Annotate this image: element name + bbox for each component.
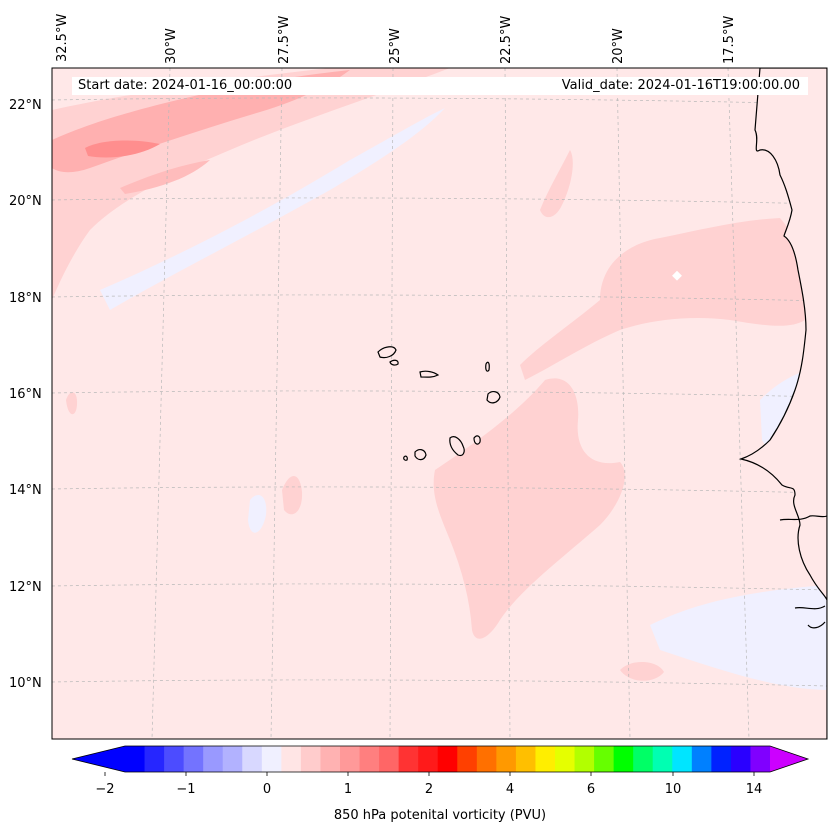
graticule bbox=[52, 68, 827, 739]
colorbar-segment bbox=[574, 746, 595, 772]
colorbar-segment bbox=[535, 746, 556, 772]
colorbar-segment bbox=[730, 746, 751, 772]
colorbar-extend-under bbox=[72, 746, 125, 772]
colorbar-segment bbox=[125, 746, 146, 772]
island-fogo bbox=[414, 449, 427, 461]
pv-patch-south bbox=[620, 661, 664, 681]
colorbar-segment bbox=[379, 746, 400, 772]
start-date-text: Start date: 2024-01-16_00:00:00 bbox=[78, 78, 293, 93]
pv-patch-mid bbox=[282, 475, 303, 515]
colorbar-segment bbox=[281, 746, 302, 772]
map-fields bbox=[52, 68, 827, 739]
map-frame bbox=[51, 67, 828, 740]
pv-patch-west bbox=[66, 392, 78, 415]
lat-label-14n: 14°N bbox=[9, 483, 42, 498]
coast-detail-senegal bbox=[779, 515, 827, 629]
colorbar-tick-label: 10 bbox=[664, 782, 682, 797]
island-sao-nicolau bbox=[419, 370, 440, 378]
colorbar-tick-label: 14 bbox=[745, 782, 763, 797]
colorbar-segment bbox=[476, 746, 497, 772]
colorbar-segment bbox=[418, 746, 439, 772]
colorbar-segment bbox=[320, 746, 341, 772]
colorbar-segment bbox=[398, 746, 419, 772]
colorbar-extend-over bbox=[770, 746, 808, 772]
island-brava bbox=[403, 455, 408, 461]
island-santiago bbox=[449, 436, 465, 457]
colorbar-segment bbox=[203, 746, 224, 772]
meridian-20w bbox=[616, 68, 631, 739]
parallel-14n bbox=[52, 486, 827, 494]
colorbar-segment bbox=[691, 746, 712, 772]
parallel-20n bbox=[52, 197, 827, 205]
pv-band-streak bbox=[120, 160, 210, 194]
parallel-22n bbox=[52, 97, 827, 105]
lat-label-20n: 20°N bbox=[9, 194, 42, 209]
africa-coastline bbox=[738, 68, 827, 739]
pv-negative-small bbox=[248, 495, 267, 533]
colorbar bbox=[71, 745, 810, 776]
colorbar-tick-label: 6 bbox=[586, 782, 596, 797]
meridian-25w bbox=[389, 68, 394, 739]
colorbar-tick-label: −1 bbox=[176, 782, 196, 797]
colorbar-segment bbox=[144, 746, 165, 772]
cape-verde-islands bbox=[377, 346, 501, 461]
colorbar-tick-label: 0 bbox=[262, 782, 272, 797]
meridian-17-5w bbox=[727, 68, 750, 739]
meridian-30w bbox=[151, 68, 171, 739]
pv-streak-east bbox=[540, 150, 573, 218]
lat-label-16n: 16°N bbox=[9, 387, 42, 402]
colorbar-segment bbox=[457, 746, 478, 772]
meridian-27-5w bbox=[270, 68, 283, 739]
colorbar-tick-label: 1 bbox=[343, 782, 353, 797]
pv-region-east bbox=[520, 218, 807, 380]
colorbar-segment bbox=[437, 746, 458, 772]
lat-label-22n: 22°N bbox=[9, 98, 42, 113]
island-sao-vicente bbox=[389, 359, 399, 366]
pv-plume-central bbox=[433, 378, 625, 639]
island-maio bbox=[473, 435, 481, 445]
colorbar-segment bbox=[594, 746, 615, 772]
pv-point-white bbox=[672, 270, 682, 281]
colorbar-segment bbox=[633, 746, 654, 772]
island-sal bbox=[485, 361, 490, 372]
colorbar-segment bbox=[555, 746, 576, 772]
colorbar-segment bbox=[261, 746, 282, 772]
lat-label-12n: 12°N bbox=[9, 580, 42, 595]
colorbar-segment bbox=[340, 746, 361, 772]
colorbar-segment bbox=[613, 746, 634, 772]
colorbar-tick-label: 4 bbox=[505, 782, 515, 797]
pv-negative-streak-north bbox=[100, 108, 445, 310]
pv-negative-south bbox=[650, 585, 827, 690]
lat-label-10n: 10°N bbox=[9, 676, 42, 691]
colorbar-segment bbox=[222, 746, 243, 772]
pv-band-max bbox=[85, 140, 160, 158]
colorbar-segment bbox=[672, 746, 693, 772]
colorbar-segment bbox=[515, 746, 536, 772]
colorbar-segment bbox=[750, 746, 771, 772]
colorbar-outline bbox=[71, 745, 810, 773]
parallel-16n bbox=[52, 390, 827, 398]
colorbar-segment bbox=[652, 746, 673, 772]
island-santo-antao bbox=[377, 346, 397, 359]
parallel-18n bbox=[52, 294, 827, 302]
valid-date-text: Valid_date: 2024-01-16T19:00:00.00 bbox=[561, 78, 800, 93]
colorbar-tick-label: −2 bbox=[95, 782, 115, 797]
colorbar-segment bbox=[359, 746, 380, 772]
colorbar-segment bbox=[242, 746, 263, 772]
date-banner: Start date: 2024-01-16_00:00:00 Valid_da… bbox=[72, 77, 808, 95]
colorbar-segment bbox=[496, 746, 517, 772]
island-boa-vista bbox=[486, 391, 501, 404]
colorbar-segment bbox=[164, 746, 185, 772]
meridian-22-5w bbox=[504, 68, 511, 739]
colorbar-tick-label: 2 bbox=[424, 782, 434, 797]
colorbar-segment bbox=[711, 746, 732, 772]
parallel-12n bbox=[52, 583, 827, 591]
colorbar-title: 850 hPa potenital vorticity (PVU) bbox=[333, 808, 547, 823]
colorbar-segment bbox=[300, 746, 321, 772]
lat-label-18n: 18°N bbox=[9, 291, 42, 306]
parallel-10n bbox=[52, 679, 827, 687]
colorbar-segment bbox=[183, 746, 204, 772]
